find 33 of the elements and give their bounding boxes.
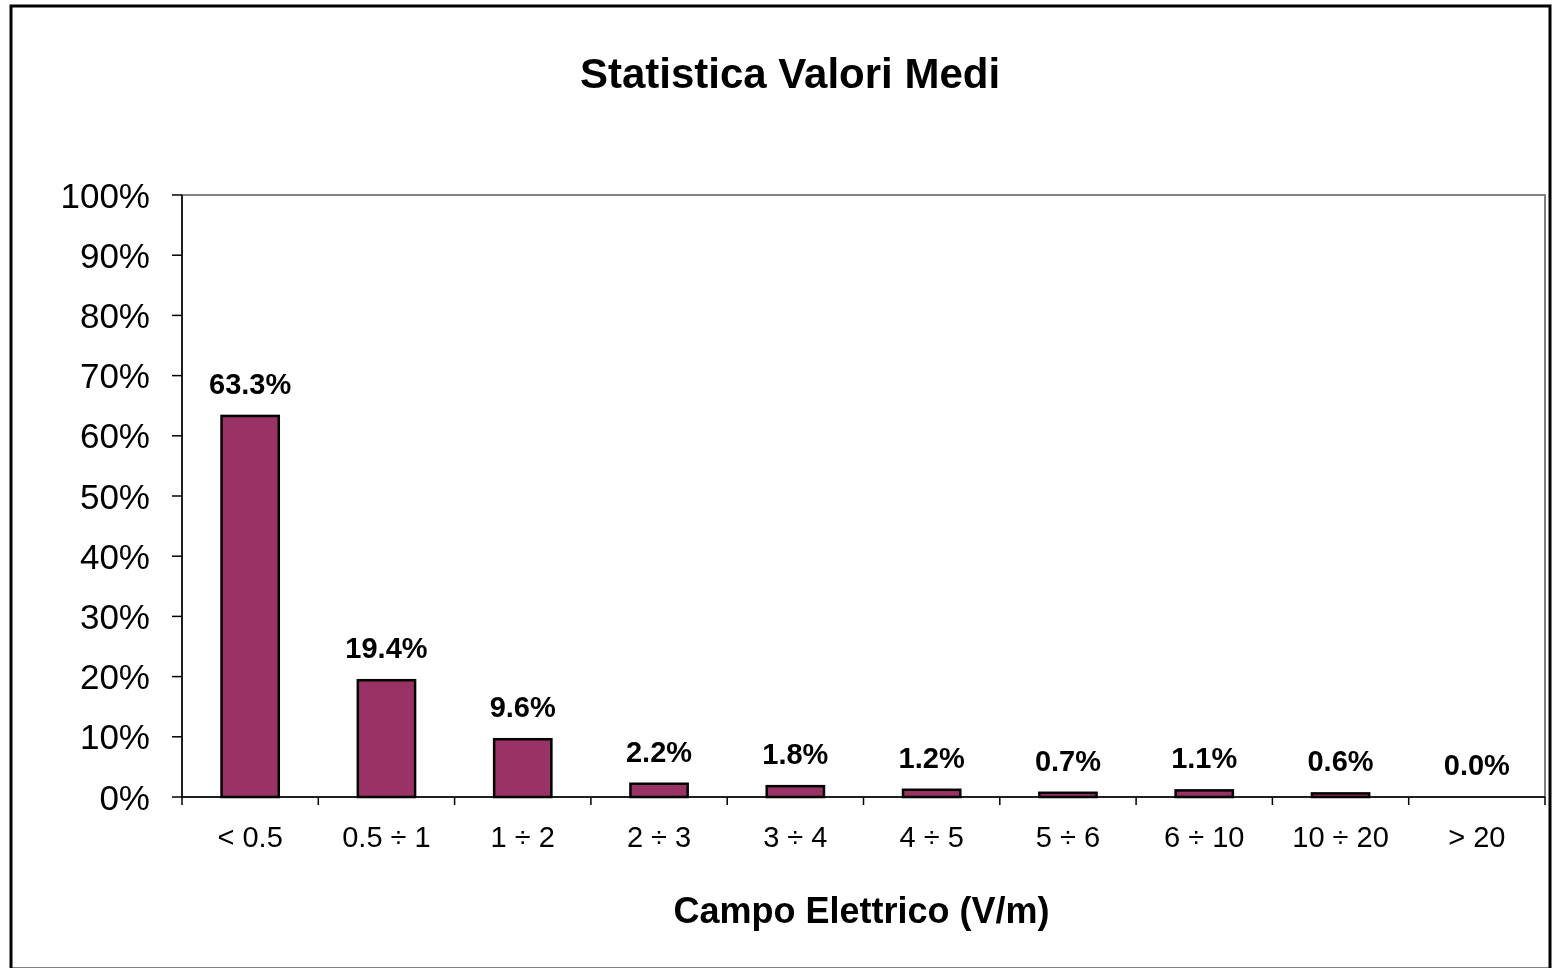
x-tick-label: < 0.5 — [217, 821, 283, 853]
y-tick-label: 10% — [79, 717, 150, 757]
y-tick-label: 30% — [79, 596, 150, 636]
chart-title: Statistica Valori Medi — [579, 50, 1001, 97]
x-tick-label: 0.5 ÷ 1 — [342, 821, 431, 853]
x-tick-label: > 20 — [1448, 821, 1506, 853]
x-tick-label: 5 ÷ 6 — [1035, 821, 1101, 853]
y-tick-label: 0% — [99, 777, 150, 817]
data-label: 9.6% — [489, 691, 557, 724]
y-tick-label: 100% — [60, 175, 150, 215]
data-label: 19.4% — [345, 632, 428, 665]
x-tick-label: 6 ÷ 10 — [1164, 821, 1245, 853]
data-label: 63.3% — [209, 367, 292, 400]
x-tick-label: 4 ÷ 5 — [899, 821, 964, 853]
y-tick-label: 60% — [79, 416, 150, 456]
data-label: 0.7% — [1034, 744, 1102, 777]
y-tick-label: 70% — [79, 356, 150, 396]
y-tick-label: 50% — [79, 476, 150, 516]
data-label: 2.2% — [626, 735, 693, 768]
x-tick-label: 1 ÷ 2 — [490, 821, 555, 853]
data-label: 0.0% — [1443, 749, 1511, 781]
x-axis-title: Campo Elettrico (V/m) — [673, 890, 1050, 931]
data-label: 1.2% — [898, 741, 965, 774]
y-tick-label: 20% — [79, 657, 150, 697]
data-label: 1.8% — [762, 738, 829, 771]
y-tick-label: 90% — [79, 235, 150, 275]
y-tick-label: 80% — [79, 295, 150, 335]
data-label: 0.6% — [1307, 745, 1374, 778]
y-tick-label: 40% — [79, 536, 150, 576]
data-label: 1.1% — [1171, 742, 1238, 775]
x-tick-label: 3 ÷ 4 — [763, 821, 828, 853]
x-tick-label: 2 ÷ 3 — [626, 821, 692, 853]
x-tick-label: 10 ÷ 20 — [1292, 821, 1389, 853]
